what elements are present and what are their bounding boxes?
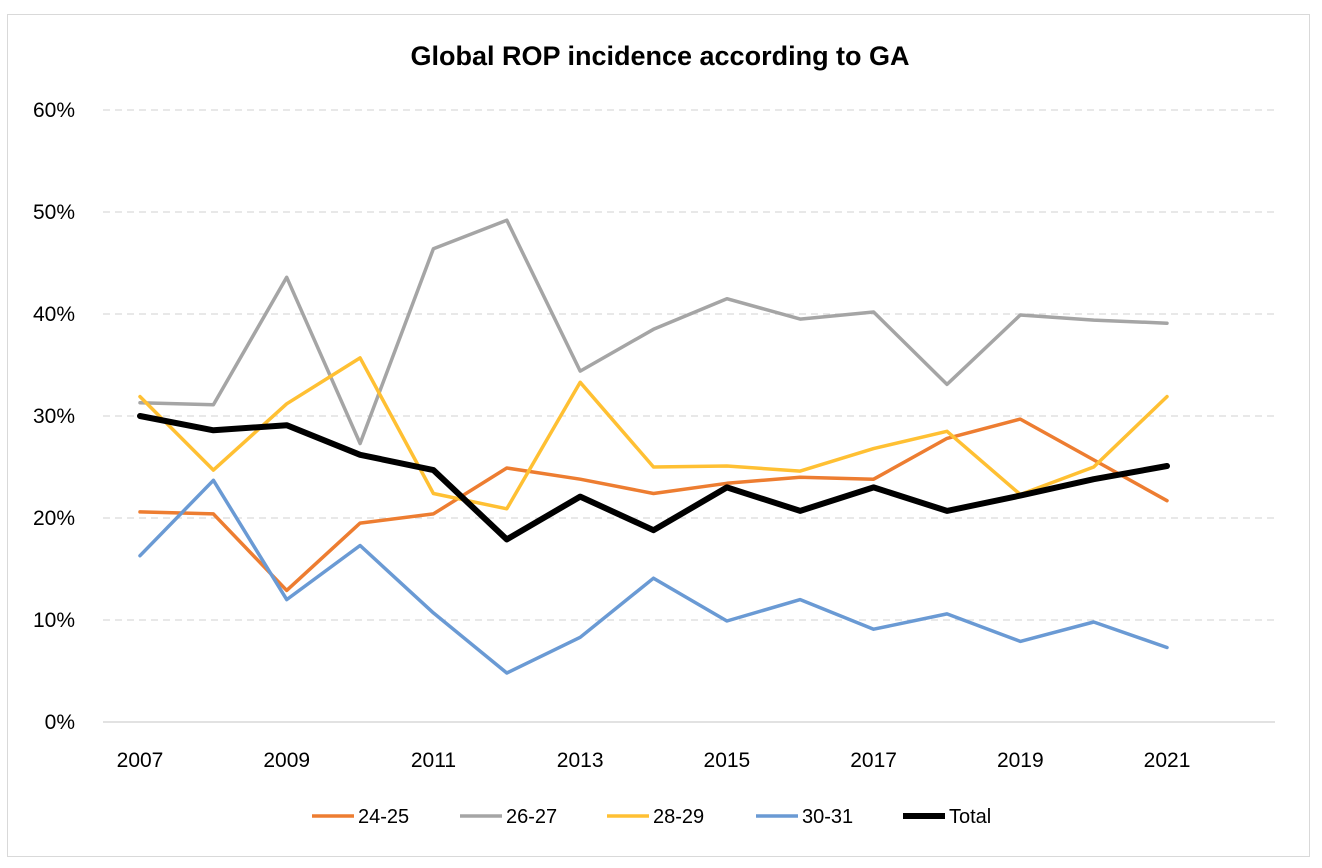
y-tick-label: 10%	[33, 609, 75, 632]
legend-label: 24-25	[358, 806, 409, 828]
x-tick-label: 2007	[117, 749, 164, 772]
x-tick-label: 2011	[411, 749, 456, 772]
series-lines	[137, 218, 1170, 675]
series-line-total	[137, 413, 1170, 543]
chart-title: Global ROP incidence according to GA	[410, 41, 909, 71]
series-line-26-27	[138, 218, 1169, 446]
legend-label: 28-29	[653, 806, 704, 828]
y-tick-label: 30%	[33, 405, 75, 428]
y-axis-tick-labels: 0% 10% 20% 30% 40% 50% 60%	[33, 99, 75, 734]
x-tick-label: 2013	[557, 749, 604, 772]
series-line-24-25	[138, 417, 1169, 593]
x-tick-label: 2009	[263, 749, 310, 772]
legend-label: 30-31	[802, 806, 853, 828]
legend: 24-25 26-27 28-29 30-31 Total	[312, 806, 991, 828]
y-tick-label: 50%	[33, 201, 75, 224]
y-tick-label: 40%	[33, 303, 75, 326]
chart-frame	[7, 14, 1310, 857]
x-tick-label: 2015	[704, 749, 751, 772]
y-tick-label: 60%	[33, 99, 75, 122]
y-tick-label: 0%	[45, 711, 75, 734]
series-line-30-31	[138, 478, 1169, 675]
legend-label: 26-27	[506, 806, 557, 828]
series-line-28-29	[138, 356, 1169, 511]
legend-label: Total	[949, 806, 991, 828]
x-axis-tick-labels: 2007 2009 2011 2013 2015 2017 2019 2021	[117, 749, 1191, 772]
x-tick-label: 2021	[1144, 749, 1191, 772]
x-tick-label: 2017	[850, 749, 897, 772]
gridlines	[103, 109, 1275, 621]
y-tick-label: 20%	[33, 507, 75, 530]
x-tick-label: 2019	[997, 749, 1044, 772]
